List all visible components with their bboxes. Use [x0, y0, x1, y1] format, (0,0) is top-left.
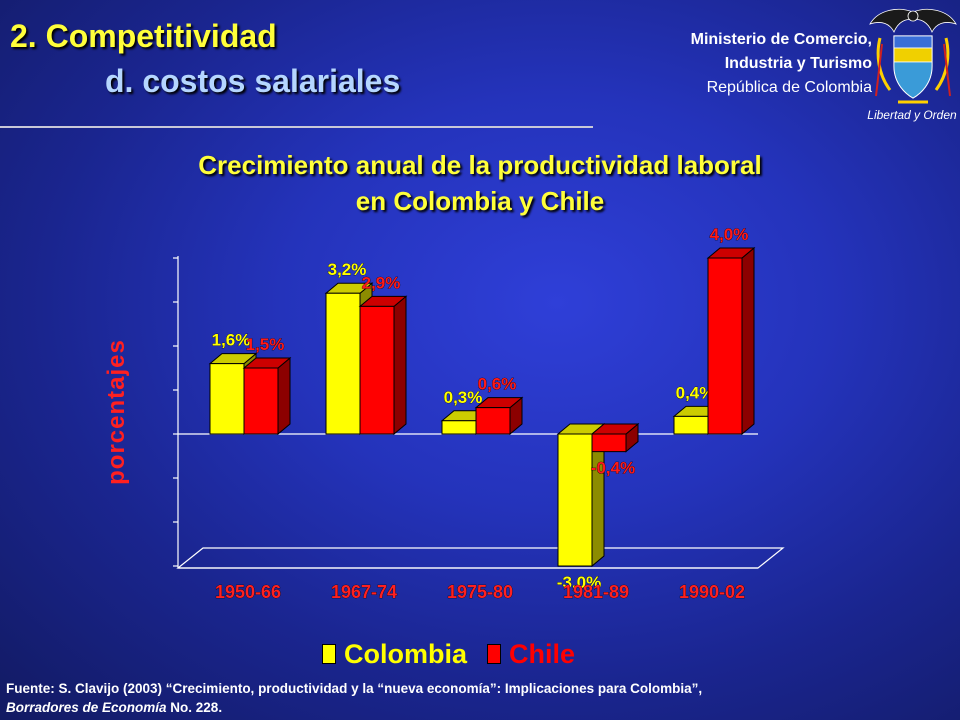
- x-tick-label-1981-89: 1981-89: [563, 582, 629, 602]
- data-label-colombia-1950-66: 1,6%: [212, 331, 251, 350]
- colombia-coat-of-arms-icon: [869, 8, 957, 104]
- source-line-1: Fuente: S. Clavijo (2003) “Crecimiento, …: [6, 681, 703, 696]
- chart-title: Crecimiento anual de la productividad la…: [60, 147, 900, 219]
- ministry-line-3: República de Colombia: [706, 79, 872, 96]
- ministry-block: Ministerio de Comercio, Industria y Turi…: [691, 28, 872, 100]
- chart-title-line-2: en Colombia y Chile: [355, 186, 605, 216]
- data-label-colombia-1990-02: 0,4%: [676, 383, 715, 402]
- motto-text: Libertad y Orden: [867, 108, 957, 122]
- source-line-2: Borradores de Economía No. 228.: [6, 698, 960, 717]
- chart-title-line-1: Crecimiento anual de la productividad la…: [198, 150, 762, 180]
- data-label-chile-1981-89: -0,4%: [591, 459, 635, 478]
- data-label-colombia-1981-89: -3,0%: [557, 573, 601, 592]
- legend-label-chile: Chile: [509, 638, 576, 669]
- chart-legend: Colombia Chile: [322, 636, 595, 672]
- data-label-chile-1975-80: 0,6%: [478, 375, 517, 394]
- bar-chile-1975-80: [474, 396, 524, 436]
- legend-swatch-chile: [487, 644, 502, 664]
- x-tick-label-1990-02: 1990-02: [679, 582, 745, 602]
- x-tick-label-1975-80: 1975-80: [447, 582, 513, 602]
- y-axis-label: porcentajes: [103, 339, 130, 485]
- source-note: Fuente: S. Clavijo (2003) “Crecimiento, …: [6, 679, 960, 717]
- ministry-line-1: Ministerio de Comercio,: [690, 31, 872, 48]
- bar-chile-1990-02: [706, 246, 756, 436]
- x-tick-label-1950-66: 1950-66: [215, 582, 281, 602]
- page-subtitle: d. costos salariales: [105, 63, 401, 99]
- chart-floor: [176, 547, 785, 569]
- legend-swatch-colombia: [322, 644, 336, 664]
- bar-chile-1981-89: [590, 422, 640, 453]
- data-label-chile-1967-74: 2,9%: [362, 273, 401, 292]
- data-label-colombia-1967-74: 3,2%: [328, 260, 367, 279]
- header-divider: [0, 126, 593, 128]
- bar-chile-1967-74: [358, 295, 408, 436]
- source-issue: No. 228.: [166, 700, 223, 715]
- data-label-chile-1990-02: 4,0%: [710, 225, 749, 244]
- bar-colombia-1981-89: [556, 422, 606, 568]
- x-tick-label-1967-74: 1967-74: [331, 582, 397, 602]
- legend-item-chile: Chile: [487, 639, 575, 670]
- bar-chile-1950-66: [242, 356, 292, 436]
- legend-item-colombia: Colombia: [322, 639, 467, 670]
- data-label-colombia-1975-80: 0,3%: [444, 388, 483, 407]
- page-title: 2. Competitividad: [10, 18, 277, 54]
- ministry-line-2: Industria y Turismo: [724, 55, 872, 72]
- legend-label-colombia: Colombia: [344, 638, 468, 669]
- data-label-chile-1950-66: 1,5%: [246, 335, 285, 354]
- source-publication: Borradores de Economía: [6, 700, 167, 715]
